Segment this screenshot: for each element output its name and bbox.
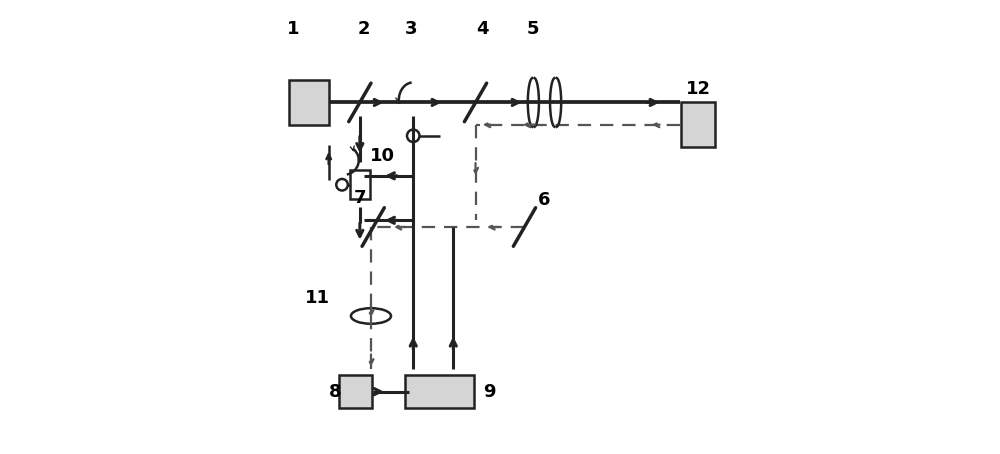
Bar <box>350 170 370 199</box>
Text: 9: 9 <box>483 383 495 400</box>
Text: 2: 2 <box>358 20 371 38</box>
Bar <box>681 103 715 147</box>
Bar <box>289 80 329 125</box>
Text: 8: 8 <box>329 383 342 400</box>
Bar <box>339 375 372 408</box>
Text: 10: 10 <box>370 147 395 165</box>
Text: 5: 5 <box>527 20 540 38</box>
Text: 1: 1 <box>287 20 299 38</box>
Bar <box>405 375 474 408</box>
Text: 4: 4 <box>476 20 488 38</box>
Text: 3: 3 <box>405 20 417 38</box>
Text: 6: 6 <box>538 191 551 209</box>
Text: 12: 12 <box>685 80 710 98</box>
Text: 7: 7 <box>354 189 366 207</box>
Text: 11: 11 <box>305 289 330 307</box>
